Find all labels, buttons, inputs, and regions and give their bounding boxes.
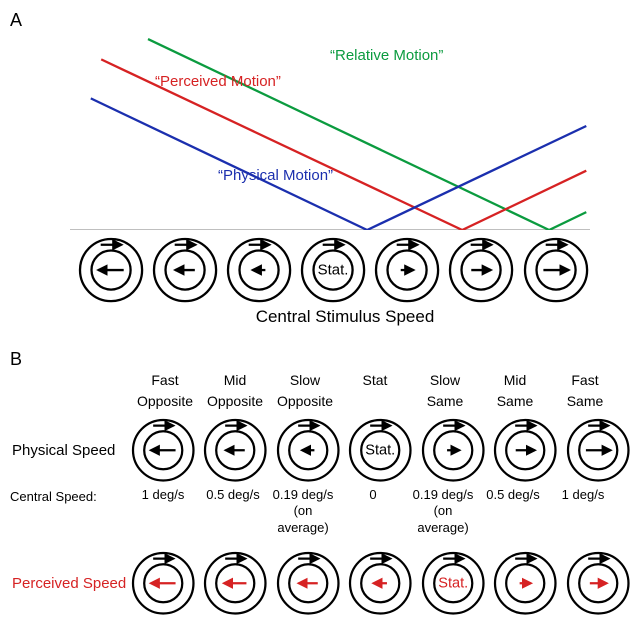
stimulus-circle [566, 418, 630, 482]
stimulus-circle [276, 551, 340, 615]
panel-a-label: A [10, 10, 22, 30]
stimulus-circle [421, 418, 485, 482]
speed-value: 0.5 deg/s [198, 487, 268, 538]
stimulus-circle [131, 418, 195, 482]
x-axis-label: Central Stimulus Speed [60, 307, 630, 327]
central-speed-label: Central Speed: [10, 487, 128, 504]
panel-a: A “Relative Motion” “Perceived Motion” “Ph… [10, 10, 630, 327]
stimulus-circle [226, 237, 292, 303]
column-headers: FastOppositeMidOppositeSlowOppositeStatS… [130, 370, 630, 412]
stimulus-circle [493, 551, 557, 615]
column-header: MidOpposite [200, 370, 270, 412]
stimulus-circle [566, 551, 630, 615]
stimulus-circle [203, 551, 267, 615]
speed-value: 0.19 deg/s(on average) [268, 487, 338, 538]
legend-physical: “Physical Motion” [218, 167, 333, 184]
stimulus-circle [131, 551, 195, 615]
column-header: FastSame [550, 370, 620, 412]
physical-speed-circles: Stat. [131, 418, 630, 482]
stimulus-circle [523, 237, 589, 303]
column-header: SlowOpposite [270, 370, 340, 412]
column-header: Stat [340, 370, 410, 412]
perceived-speed-row: Perceived Speed Stat. [10, 551, 630, 615]
column-header: SlowSame [410, 370, 480, 412]
stimulus-circle [448, 237, 514, 303]
stimulus-circle [78, 237, 144, 303]
panel-b: B FastOppositeMidOppositeSlowOppositeSta… [10, 349, 630, 616]
speed-value: 1 deg/s [548, 487, 618, 538]
stimulus-circle [276, 418, 340, 482]
central-speed-row: Central Speed: 1 deg/s0.5 deg/s0.19 deg/… [10, 487, 630, 538]
column-header: FastOpposite [130, 370, 200, 412]
speed-value: 0.19 deg/s(on average) [408, 487, 478, 538]
column-header: MidSame [480, 370, 550, 412]
svg-text:Stat.: Stat. [438, 576, 468, 592]
stimulus-circle [348, 551, 412, 615]
stimulus-circle: Stat. [421, 551, 485, 615]
speed-value: 1 deg/s [128, 487, 198, 538]
svg-text:Stat.: Stat. [365, 443, 395, 459]
perceived-speed-circles: Stat. [131, 551, 630, 615]
panel-b-label: B [10, 349, 22, 369]
stimulus-circle: Stat. [300, 237, 366, 303]
chart-svg [70, 35, 590, 230]
perceived-speed-label: Perceived Speed [10, 575, 131, 592]
legend-relative: “Relative Motion” [330, 47, 443, 64]
stimulus-circle [493, 418, 557, 482]
central-speed-values: 1 deg/s0.5 deg/s0.19 deg/s(on average)00… [128, 487, 618, 538]
speed-value: 0 [338, 487, 408, 538]
svg-text:Stat.: Stat. [318, 262, 349, 279]
physical-speed-label: Physical Speed [10, 442, 131, 459]
physical-speed-row: Physical Speed Stat. [10, 418, 630, 482]
speed-value: 0.5 deg/s [478, 487, 548, 538]
stimulus-circle [152, 237, 218, 303]
panel-a-stimulus-row: Stat. [78, 237, 630, 303]
legend-perceived: “Perceived Motion” [155, 73, 281, 90]
stimulus-circle [374, 237, 440, 303]
stimulus-circle: Stat. [348, 418, 412, 482]
stimulus-circle [203, 418, 267, 482]
panel-a-chart: “Relative Motion” “Perceived Motion” “Phys… [70, 35, 590, 235]
